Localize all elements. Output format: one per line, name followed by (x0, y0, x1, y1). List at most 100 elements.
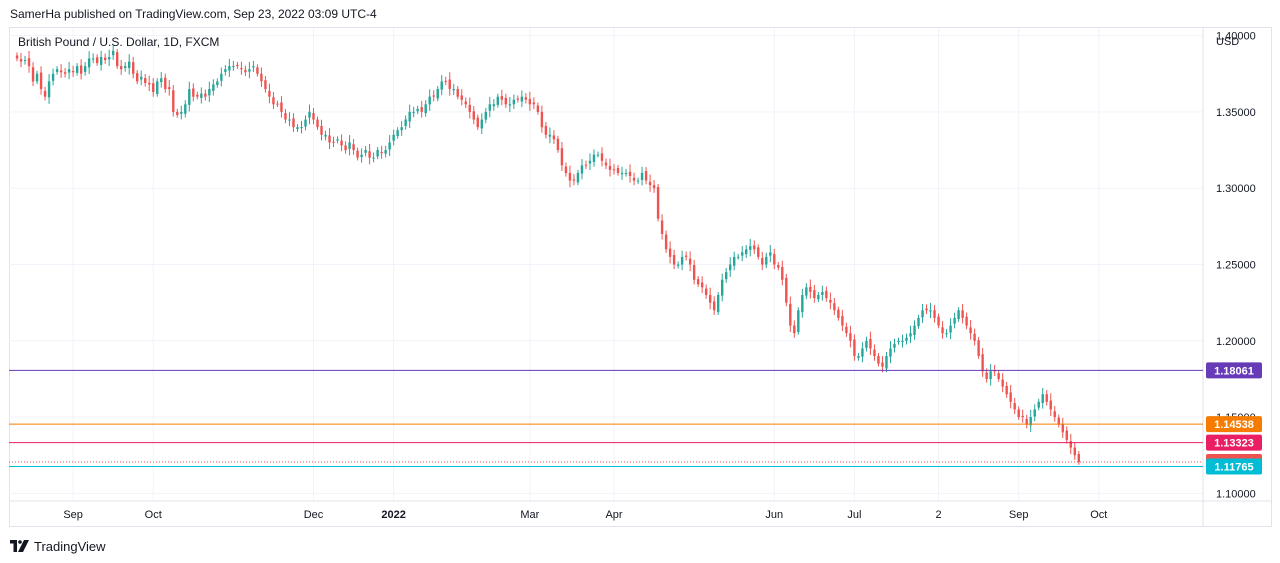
candle-body[interactable] (440, 81, 443, 90)
candle-body[interactable] (588, 160, 592, 164)
candle-body[interactable] (19, 59, 23, 62)
candle-body[interactable] (316, 119, 319, 128)
candle-body[interactable] (252, 66, 255, 68)
candle-body[interactable] (224, 69, 227, 72)
candle-body[interactable] (741, 252, 744, 256)
candle-body[interactable] (664, 234, 668, 250)
candle-body[interactable] (504, 97, 508, 105)
candle-body[interactable] (640, 172, 644, 180)
candle-body[interactable] (220, 73, 223, 81)
candle-body[interactable] (71, 71, 75, 73)
candle-body[interactable] (829, 299, 832, 303)
candle-body[interactable] (821, 291, 824, 296)
candle-body[interactable] (284, 113, 287, 120)
candle-body[interactable] (119, 66, 123, 70)
candle-body[interactable] (368, 151, 371, 158)
candle-body[interactable] (672, 255, 676, 265)
candle-body[interactable] (348, 142, 351, 149)
candle-body[interactable] (700, 282, 704, 288)
candle-body[interactable] (388, 142, 391, 150)
candle-body[interactable] (869, 338, 872, 349)
candle-body[interactable] (945, 333, 948, 335)
candle-body[interactable] (676, 264, 680, 266)
candle-body[interactable] (745, 249, 748, 255)
candle-body[interactable] (132, 62, 135, 74)
candle-body[interactable] (492, 104, 496, 107)
candle-body[interactable] (216, 81, 219, 86)
candle-body[interactable] (23, 60, 27, 62)
candle-body[interactable] (152, 83, 155, 93)
candle-body[interactable] (989, 371, 992, 379)
candle-body[interactable] (208, 89, 211, 96)
candle-body[interactable] (969, 327, 972, 334)
candle-body[interactable] (837, 309, 840, 318)
candle-body[interactable] (404, 119, 407, 126)
candle-body[interactable] (604, 162, 608, 166)
candle-body[interactable] (929, 310, 932, 312)
candle-body[interactable] (1033, 409, 1036, 417)
candle-body[interactable] (47, 81, 51, 98)
candle-body[interactable] (55, 69, 59, 72)
candle-body[interactable] (688, 258, 692, 265)
candle-body[interactable] (845, 326, 848, 334)
candle-body[interactable] (160, 78, 163, 83)
candle-body[interactable] (184, 104, 187, 114)
candle-body[interactable] (364, 150, 367, 153)
candle-body[interactable] (865, 340, 868, 348)
candle-body[interactable] (256, 67, 259, 74)
candle-body[interactable] (684, 255, 688, 257)
candle-body[interactable] (584, 164, 588, 166)
candle-body[interactable] (352, 144, 355, 151)
candle-body[interactable] (59, 70, 63, 73)
candle-body[interactable] (1061, 424, 1064, 433)
candle-body[interactable] (75, 66, 79, 73)
candle-body[interactable] (280, 102, 283, 112)
candle-body[interactable] (596, 154, 600, 156)
candle-body[interactable] (552, 135, 556, 140)
candle-body[interactable] (111, 50, 115, 56)
candle-body[interactable] (512, 99, 516, 105)
candle-body[interactable] (813, 290, 816, 299)
candle-body[interactable] (288, 119, 291, 121)
candle-body[interactable] (801, 295, 804, 313)
candle-body[interactable] (304, 119, 307, 127)
candle-body[interactable] (716, 295, 720, 313)
candle-body[interactable] (1001, 379, 1004, 387)
candle-body[interactable] (528, 99, 532, 105)
candle-body[interactable] (749, 246, 752, 250)
candle-body[interactable] (712, 301, 716, 311)
candle-body[interactable] (204, 93, 207, 97)
candle-body[interactable] (905, 337, 908, 341)
candle-body[interactable] (320, 125, 323, 135)
candle-body[interactable] (556, 138, 560, 151)
candle-body[interactable] (380, 151, 383, 154)
candle-body[interactable] (376, 150, 379, 157)
candle-body[interactable] (933, 310, 936, 318)
candle-body[interactable] (123, 66, 127, 68)
candle-body[interactable] (729, 264, 732, 271)
candle-body[interactable] (857, 356, 860, 358)
candle-body[interactable] (720, 279, 724, 296)
candle-body[interactable] (276, 103, 279, 105)
candle-body[interactable] (1021, 415, 1024, 418)
candle-body[interactable] (500, 96, 504, 100)
candle-body[interactable] (692, 265, 696, 280)
candle-body[interactable] (107, 56, 111, 60)
candle-body[interactable] (464, 101, 467, 105)
candle-body[interactable] (925, 308, 928, 311)
candle-body[interactable] (136, 73, 139, 82)
candle-body[interactable] (1065, 430, 1068, 440)
candle-body[interactable] (272, 97, 275, 105)
candle-body[interactable] (520, 96, 524, 102)
candle-body[interactable] (296, 127, 299, 130)
candle-body[interactable] (997, 373, 1000, 379)
candle-body[interactable] (805, 287, 808, 296)
candle-body[interactable] (27, 58, 31, 67)
candle-body[interactable] (889, 348, 892, 357)
candle-body[interactable] (781, 266, 784, 280)
candle-body[interactable] (432, 95, 435, 97)
candle-body[interactable] (344, 145, 347, 151)
candle-body[interactable] (1077, 454, 1080, 463)
candle-body[interactable] (777, 265, 780, 268)
